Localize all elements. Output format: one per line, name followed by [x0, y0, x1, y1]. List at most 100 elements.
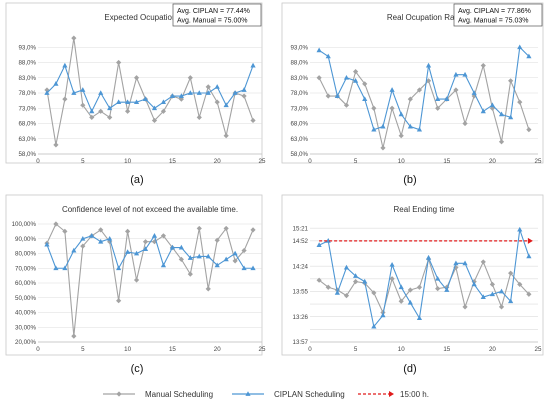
point-ciplan [196, 90, 202, 95]
x-tick-label: 10 [398, 158, 405, 165]
point-ciplan [80, 235, 86, 241]
chart-title: Expected Ocupation Rate [104, 13, 196, 22]
point-manual [187, 271, 193, 277]
y-tick-label: 58,0% [18, 151, 36, 158]
point-manual [489, 105, 495, 111]
point-ciplan [362, 96, 368, 101]
point-ciplan [196, 253, 202, 259]
point-manual [187, 75, 193, 81]
y-tick-label: 93,0% [18, 44, 36, 51]
point-ciplan [325, 53, 331, 59]
y-tick-label: 58,0% [290, 151, 308, 158]
point-manual [223, 133, 229, 139]
average-note: Avg. CIPLAN = 77.86% [458, 8, 531, 15]
point-ciplan [489, 291, 495, 297]
point-manual [133, 75, 140, 81]
point-manual [325, 284, 331, 290]
chart-frame [5, 194, 263, 356]
legend-item-ciplan: CIPLAN Scheduling [232, 390, 345, 399]
point-manual [205, 286, 211, 292]
point-ciplan [526, 253, 532, 259]
point-manual [89, 114, 95, 120]
point-ciplan [80, 87, 86, 92]
point-manual [517, 99, 523, 105]
legend: Manual Scheduling CIPLAN Scheduling 15:00 … [103, 390, 429, 399]
point-ciplan [160, 99, 167, 105]
point-manual [98, 108, 104, 114]
x-tick-label: 0 [36, 346, 40, 353]
x-tick-label: 25 [259, 346, 266, 353]
y-tick-label: 80,00% [15, 251, 36, 258]
point-manual [380, 145, 386, 151]
point-ciplan [435, 96, 441, 101]
point-ciplan [232, 90, 238, 95]
point-ciplan [425, 254, 432, 260]
y-tick-label: 14:24 [293, 263, 309, 270]
point-manual [416, 284, 423, 290]
point-manual [480, 62, 486, 69]
average-box [453, 3, 543, 27]
point-manual [517, 281, 523, 288]
point-manual [53, 221, 59, 227]
point-ciplan [362, 278, 368, 284]
point-manual [353, 278, 359, 285]
point-manual [471, 93, 477, 99]
point-ciplan [435, 275, 441, 281]
point-manual [480, 259, 486, 265]
point-ciplan [462, 71, 468, 77]
y-tick-label: 63,0% [18, 136, 36, 143]
y-tick-label: 14:52 [293, 238, 309, 245]
point-manual [343, 102, 350, 108]
y-tick-label: 20,00% [15, 339, 36, 346]
legend-label-manual: Manual Scheduling [145, 390, 213, 399]
point-ciplan [125, 249, 131, 254]
point-manual [407, 287, 413, 293]
y-tick-label: 60,00% [15, 280, 36, 287]
point-manual [498, 304, 505, 310]
point-manual [250, 227, 256, 233]
point-ciplan [416, 315, 423, 321]
point-manual [462, 120, 468, 127]
point-ciplan [205, 253, 211, 259]
x-tick-label: 5 [81, 346, 85, 353]
point-ciplan [453, 71, 459, 77]
panel-caption: (a) [130, 174, 143, 186]
point-manual [151, 117, 158, 124]
point-ciplan [151, 105, 158, 111]
average-note: Avg. Manual = 75.03% [458, 18, 529, 25]
point-manual [71, 333, 77, 339]
point-manual [133, 277, 140, 283]
point-ciplan [480, 294, 486, 299]
point-ciplan [160, 262, 167, 268]
y-tick-label: 78,0% [18, 90, 36, 97]
point-manual [80, 243, 86, 249]
point-manual [371, 105, 377, 111]
point-ciplan [133, 99, 140, 105]
point-manual [398, 298, 404, 304]
average-box [172, 3, 262, 27]
point-manual [196, 114, 202, 120]
legend-label-deadline: 15:00 h. [400, 390, 429, 399]
point-manual [435, 105, 441, 111]
x-tick-label: 0 [308, 346, 312, 353]
point-ciplan [178, 93, 184, 98]
point-ciplan [71, 90, 77, 95]
point-ciplan [62, 265, 68, 271]
x-tick-label: 20 [214, 346, 221, 353]
average-note: Avg. Manual = 75.00% [177, 18, 248, 25]
y-tick-label: 15:21 [293, 225, 309, 232]
y-tick-label: 83,0% [290, 75, 308, 82]
y-tick-label: 73,0% [18, 105, 36, 112]
point-manual [241, 93, 247, 99]
point-manual [142, 239, 149, 245]
point-ciplan [187, 255, 193, 260]
point-ciplan [471, 281, 477, 287]
point-manual [80, 102, 86, 108]
chart-a: Expected Ocupation Rate 58,0% 63,0% 68,0% 73… [5, 2, 266, 186]
point-ciplan [223, 256, 229, 262]
chart-title: Real Ocupation Rate [387, 13, 462, 22]
point-ciplan [508, 114, 514, 120]
point-ciplan [517, 226, 523, 232]
y-tick-label: 83,0% [18, 75, 36, 82]
